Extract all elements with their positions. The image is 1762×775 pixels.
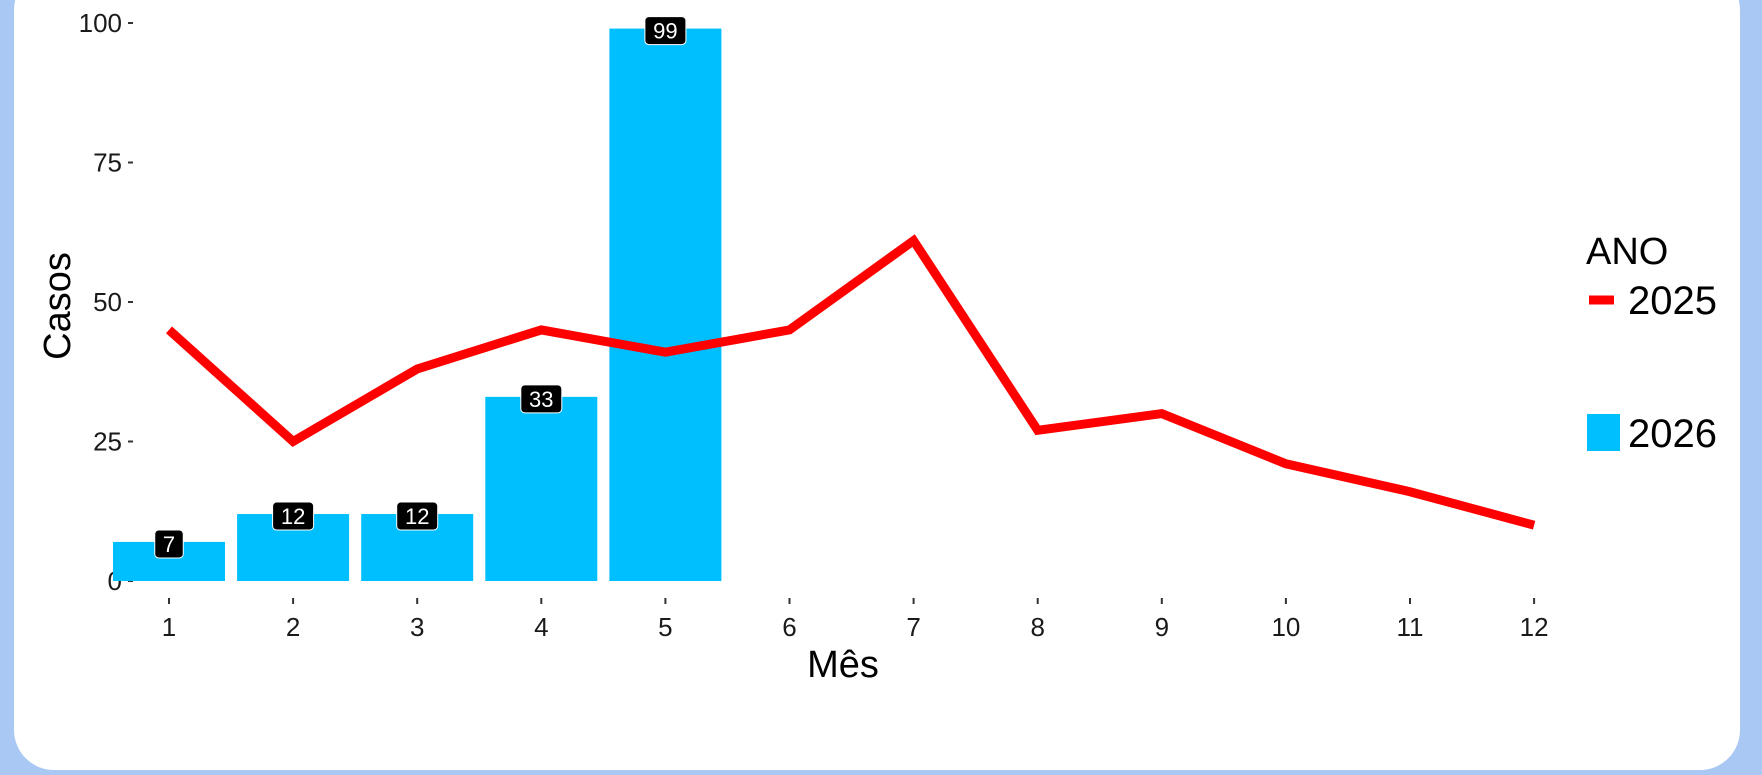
legend-label-2026: 2026 (1628, 412, 1717, 456)
legend-title: ANO (1586, 231, 1668, 273)
x-tick-label: 12 (1520, 612, 1549, 642)
bar-label: 12 (281, 504, 305, 529)
x-tick-label: 4 (534, 612, 548, 642)
x-tick-label: 2 (286, 612, 300, 642)
line-series-2025 (165, 234, 1536, 530)
y-tick-label: 50 (93, 287, 122, 317)
bar-label-box (396, 501, 439, 531)
bar-label: 99 (653, 19, 677, 44)
line-path (165, 234, 1536, 530)
x-tick-label: 8 (1030, 612, 1044, 642)
y-axis-title: Casos (37, 252, 79, 360)
bar (609, 28, 722, 581)
x-tick-label: 6 (782, 612, 796, 642)
legend: ANO 2025 2026 (1586, 231, 1717, 456)
y-tick-label: 25 (93, 427, 122, 457)
bar-label-box (154, 529, 184, 559)
bar-label-box (644, 16, 687, 46)
bar-label-box (520, 384, 563, 414)
x-tick-label: 7 (906, 612, 920, 642)
legend-key-2026 (1587, 414, 1620, 451)
x-tick-label: 3 (410, 612, 424, 642)
x-tick-label: 11 (1397, 612, 1424, 642)
x-tick-label: 9 (1155, 612, 1169, 642)
y-tick-label: 100 (79, 8, 122, 38)
bar-data-labels: 7 12 12 33 99 (154, 16, 687, 559)
y-axis: 0255075100 (79, 8, 133, 596)
legend-label-2025: 2025 (1628, 279, 1717, 323)
bar-label: 33 (529, 387, 553, 412)
y-tick-label: 75 (93, 148, 122, 178)
bar-series-2026 (113, 28, 722, 581)
x-tick-label: 10 (1271, 612, 1300, 642)
bar (485, 396, 598, 581)
x-axis: 1 2 3 4 5 6 7 8 9 10 11 12 (162, 598, 1549, 642)
x-axis-title: Mês (807, 644, 879, 686)
x-tick-label: 1 (162, 612, 176, 642)
bar-label-box (272, 501, 315, 531)
x-tick-label: 5 (658, 612, 672, 642)
bar-label: 7 (163, 532, 175, 557)
bar-label: 12 (405, 504, 429, 529)
